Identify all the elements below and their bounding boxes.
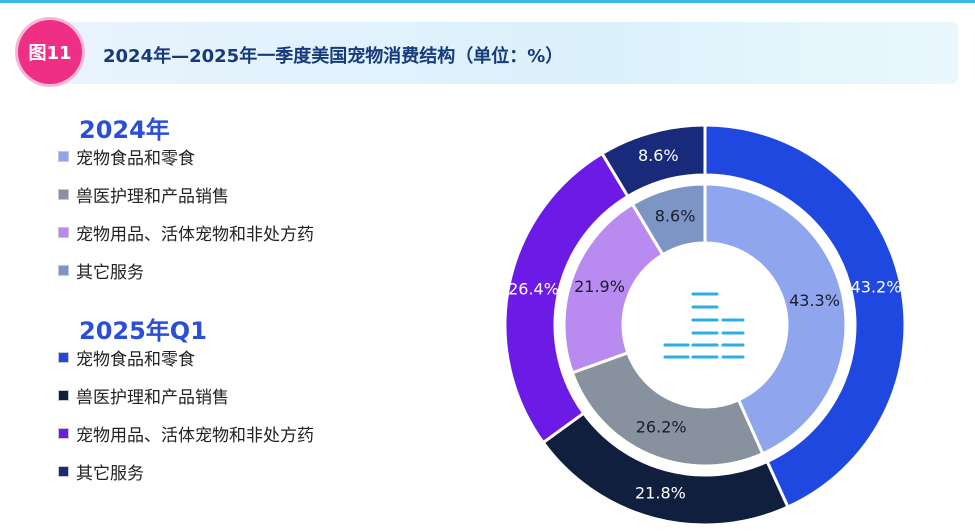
legend-swatch bbox=[57, 226, 70, 239]
legend-label: 宠物用品、活体宠物和非处方药 bbox=[76, 426, 314, 446]
legend-item: 其它服务 bbox=[57, 258, 144, 283]
legend-label: 其它服务 bbox=[76, 464, 144, 484]
legend-item: 兽医护理和产品销售 bbox=[57, 383, 229, 408]
slice-value-label: 26.2% bbox=[636, 418, 687, 437]
figure-badge: 图11 bbox=[18, 20, 82, 84]
slice-value-label: 8.6% bbox=[655, 207, 696, 226]
legend-item: 宠物用品、活体宠物和非处方药 bbox=[57, 421, 314, 446]
legend-swatch bbox=[57, 465, 70, 478]
legend-label: 宠物用品、活体宠物和非处方药 bbox=[76, 225, 314, 245]
legend-swatch bbox=[57, 389, 70, 402]
legend-label: 宠物食品和零食 bbox=[76, 149, 195, 169]
donut-slice bbox=[630, 182, 707, 257]
legend-swatch bbox=[57, 150, 70, 163]
legend-label: 兽医护理和产品销售 bbox=[76, 388, 229, 408]
slice-value-label: 21.8% bbox=[635, 484, 686, 503]
legend-label: 其它服务 bbox=[76, 263, 144, 283]
slice-value-label: 26.4% bbox=[508, 280, 559, 299]
legend-item: 兽医护理和产品销售 bbox=[57, 182, 229, 207]
legend-label: 兽医护理和产品销售 bbox=[76, 187, 229, 207]
slice-value-label: 43.2% bbox=[851, 277, 902, 296]
donut-slice bbox=[703, 123, 907, 510]
legend-label: 宠物食品和零食 bbox=[76, 350, 195, 370]
title-bar bbox=[38, 22, 958, 84]
legend-swatch bbox=[57, 264, 70, 277]
legend-item: 其它服务 bbox=[57, 459, 144, 484]
donut-slice bbox=[562, 202, 665, 375]
legend-group-heading: 2024年 bbox=[79, 116, 170, 144]
legend-swatch bbox=[57, 188, 70, 201]
legend-group-heading: 2025年Q1 bbox=[79, 317, 207, 345]
slice-value-label: 8.6% bbox=[638, 146, 679, 165]
donut-slice bbox=[703, 182, 848, 456]
legend-item: 宠物用品、活体宠物和非处方药 bbox=[57, 220, 314, 245]
donut-slice bbox=[570, 350, 765, 468]
donut-slice bbox=[600, 123, 707, 199]
slice-value-label: 21.9% bbox=[574, 277, 625, 296]
legend-item: 宠物食品和零食 bbox=[57, 144, 195, 169]
slice-value-label: 43.3% bbox=[789, 291, 840, 310]
legend-swatch bbox=[57, 351, 70, 364]
top-accent-line bbox=[0, 0, 975, 3]
bar-lines-icon bbox=[663, 292, 745, 359]
legend-swatch bbox=[57, 427, 70, 440]
figure-title: 2024年—2025年一季度美国宠物消费结构（单位：%） bbox=[103, 46, 564, 67]
legend-item: 宠物食品和零食 bbox=[57, 345, 195, 370]
